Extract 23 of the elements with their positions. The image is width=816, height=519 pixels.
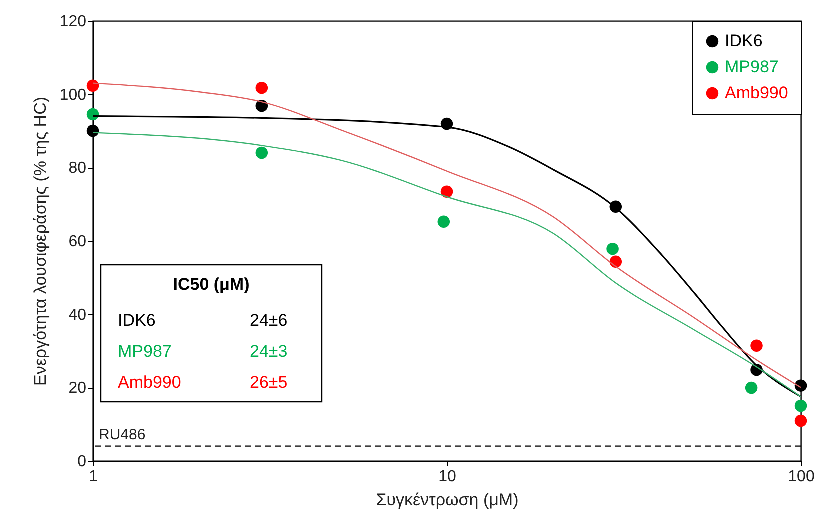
x-tick-label: 100 (788, 468, 815, 486)
y-tick-label: 0 (78, 454, 87, 470)
ref-line-label: RU486 (99, 426, 146, 444)
legend-label: Amb990 (725, 84, 788, 102)
x-tick-label: 10 (438, 468, 456, 486)
y-tick-label: 60 (68, 234, 87, 250)
x-axis-title: Συγκέντρωση (μΜ) (376, 490, 519, 510)
x-tick-label: 1 (89, 468, 98, 486)
y-tick-label: 80 (68, 160, 87, 178)
y-tick-label: 20 (68, 380, 87, 398)
annotation: 26±5 (250, 373, 288, 392)
annotation: 24±3 (250, 342, 288, 361)
legend-label: MP987 (725, 58, 779, 76)
annotation: IDK6 (118, 311, 156, 330)
annotation: MP987 (118, 342, 172, 361)
y-tick-label: 120 (60, 14, 87, 30)
y-tick-label: 100 (60, 86, 87, 104)
y-axis-title: Ενεργότητα λουσιφεράσης (% της HC) (30, 96, 50, 386)
annotation: 24±6 (250, 311, 288, 330)
y-tick-label: 40 (68, 306, 87, 324)
annotation: IC50 (μM) (173, 275, 250, 294)
legend-label: IDK6 (725, 32, 763, 50)
annotation: Amb990 (118, 373, 182, 392)
